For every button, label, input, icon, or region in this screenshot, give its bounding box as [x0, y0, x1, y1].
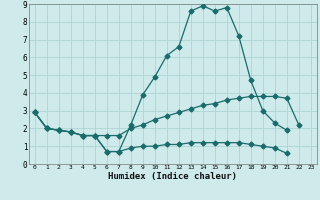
- X-axis label: Humidex (Indice chaleur): Humidex (Indice chaleur): [108, 172, 237, 181]
